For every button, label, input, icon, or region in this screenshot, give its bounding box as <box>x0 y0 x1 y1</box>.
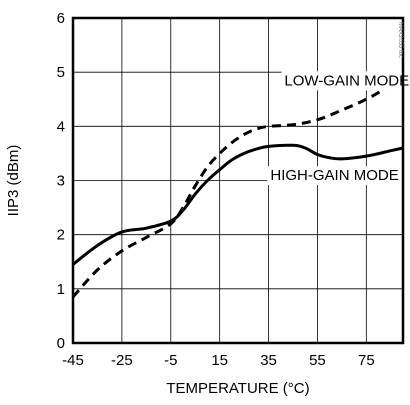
annotation-label: HIGH-GAIN MODE <box>270 167 398 184</box>
y-tick-label: 3 <box>57 173 65 190</box>
watermark-text: MAX2055 toc <box>397 22 403 58</box>
annotation-background <box>267 166 402 186</box>
x-tick-label: 35 <box>260 352 277 369</box>
x-tick-label: 75 <box>358 352 375 369</box>
x-tick-label: -5 <box>164 352 177 369</box>
annotation-label: LOW-GAIN MODE <box>284 72 409 89</box>
x-tick-label: -25 <box>111 352 133 369</box>
x-axis-title: TEMPERATURE (°C) <box>166 380 309 397</box>
plot-frame <box>71 16 405 345</box>
x-tick-labels: -45 -25 -5 15 35 55 75 <box>62 352 375 369</box>
y-tick-labels: 0 1 2 3 4 5 6 <box>57 10 65 352</box>
series-line-high-gain-mode <box>72 143 404 266</box>
y-tick-label: 1 <box>57 281 65 298</box>
annotation-background <box>281 71 410 91</box>
y-tick-label: 6 <box>57 10 65 27</box>
y-axis-title: IIP3 (dBm) <box>5 145 22 217</box>
y-tick-label: 4 <box>57 118 65 135</box>
y-tick-label: 2 <box>57 227 65 244</box>
y-tick-label: 0 <box>57 335 65 352</box>
series-lines <box>71 78 404 298</box>
x-tick-label: 55 <box>309 352 326 369</box>
x-tick-label: -45 <box>62 352 84 369</box>
annotations: LOW-GAIN MODE HIGH-GAIN MODE <box>267 71 410 186</box>
x-tick-label: 15 <box>211 352 228 369</box>
y-tick-label: 5 <box>57 64 65 81</box>
series-line-low-gain-mode <box>71 78 404 298</box>
